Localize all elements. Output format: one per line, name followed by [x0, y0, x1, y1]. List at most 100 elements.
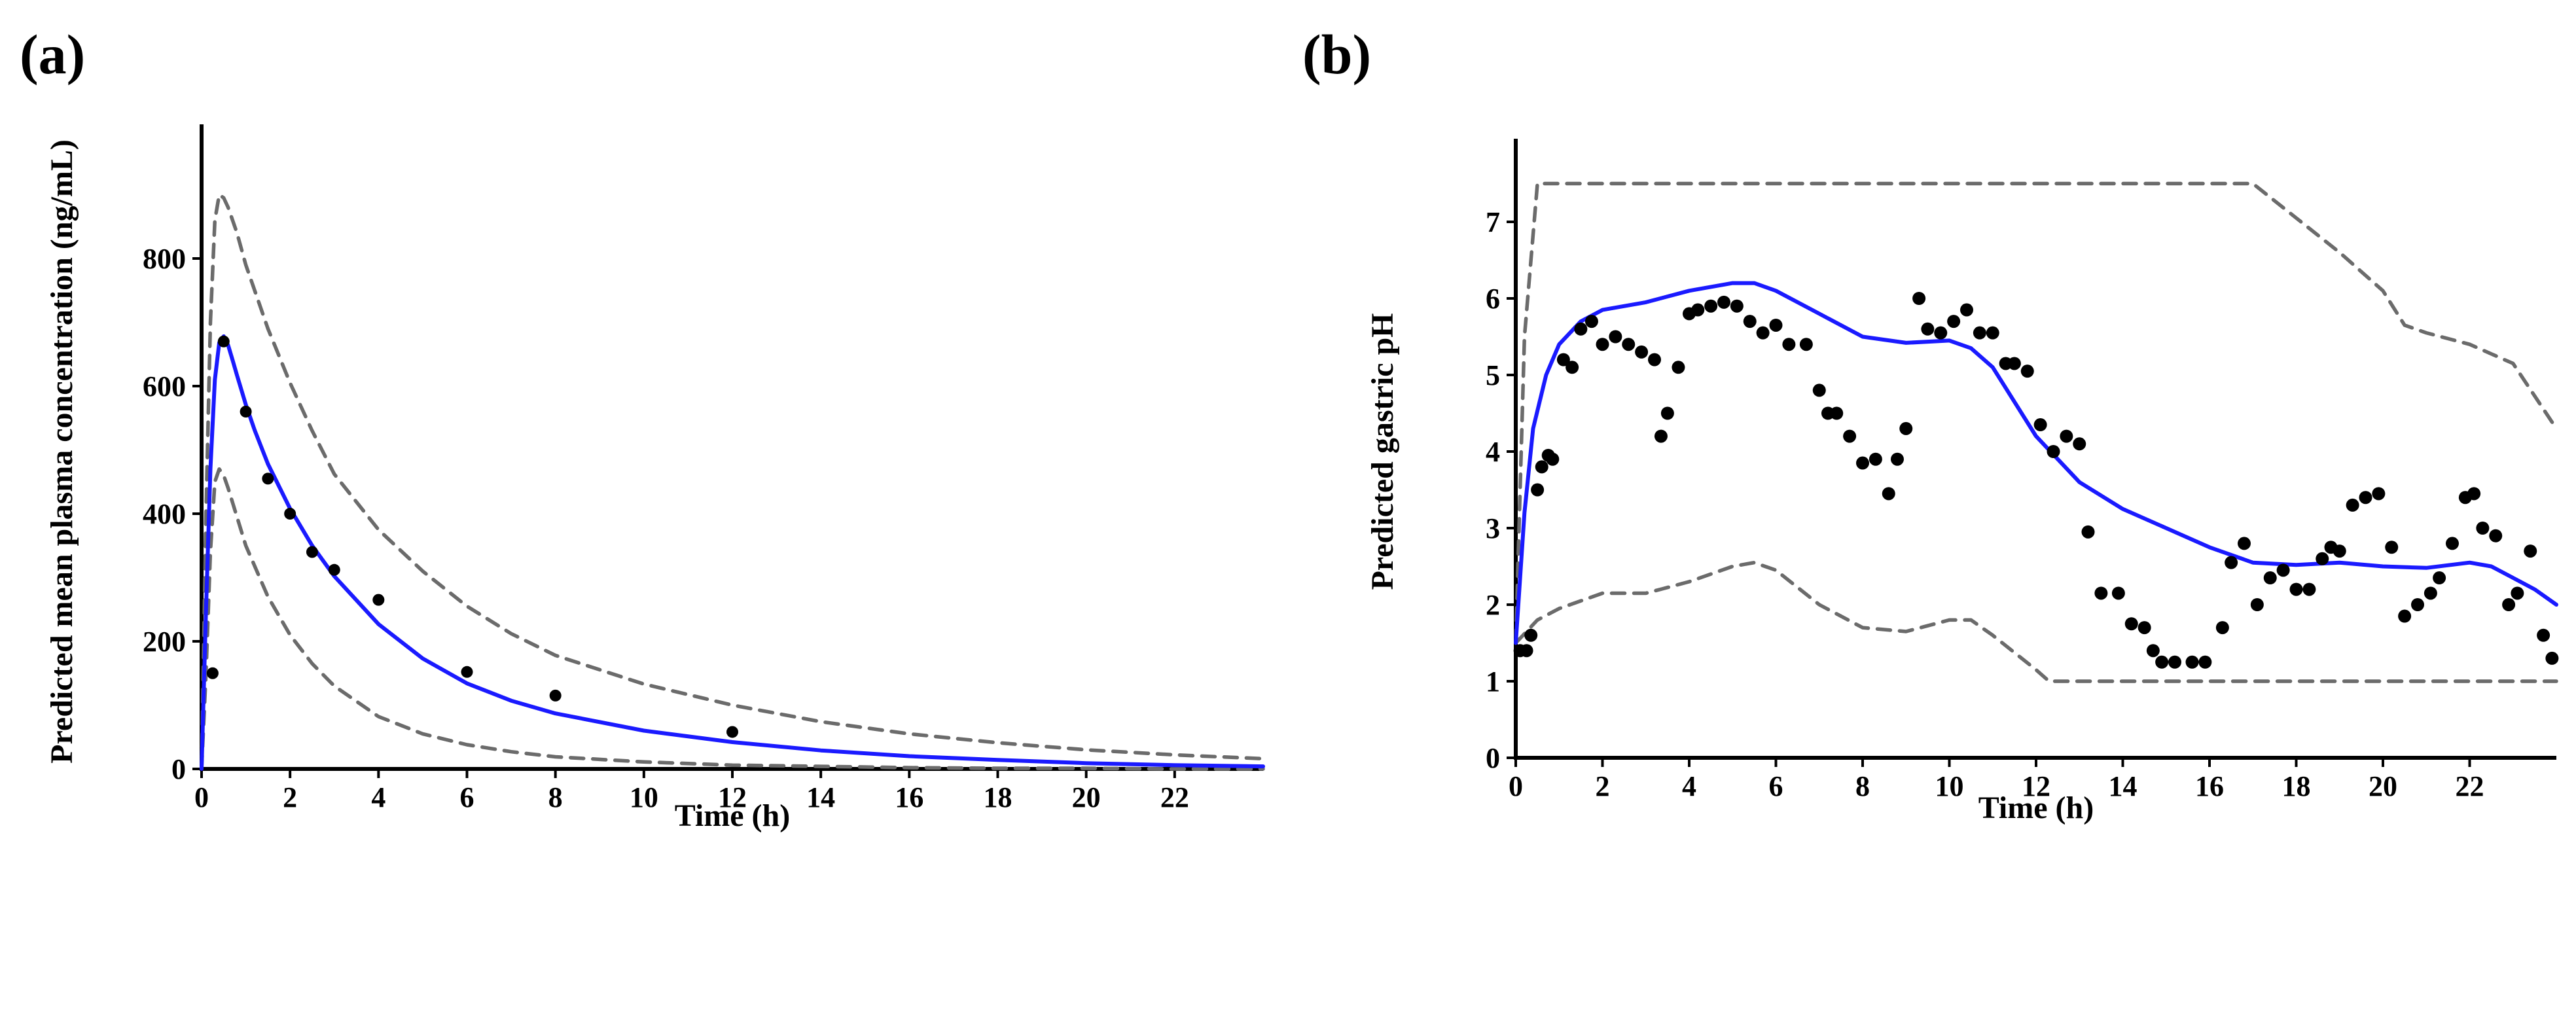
observed-point [2467, 487, 2481, 501]
lower-ci-line [200, 467, 1265, 771]
observed-point [2476, 522, 2490, 535]
observed-point [1609, 330, 1622, 344]
observed-point [1899, 421, 1913, 435]
observed-point [1546, 452, 1560, 466]
observed-point [2333, 544, 2346, 558]
upper-ci-line [1514, 181, 2558, 645]
x-tick-label: 2 [1596, 770, 1610, 802]
observed-point [1856, 456, 1869, 470]
observed-point [1535, 460, 1548, 474]
observed-point [2424, 586, 2437, 600]
x-tick-label: 12 [2022, 770, 2050, 802]
observed-point [2007, 357, 2021, 370]
y-tick-label: 7 [1486, 206, 1500, 238]
observed-point [217, 335, 230, 347]
observed-point [1584, 315, 1598, 329]
x-tick-label: 8 [1855, 770, 1870, 802]
x-tick-label: 22 [2456, 770, 2484, 802]
observed-point [2215, 621, 2229, 635]
x-tick-label: 12 [718, 781, 747, 813]
x-tick-label: 4 [1682, 770, 1696, 802]
observed-point [2502, 598, 2516, 611]
observed-point [2359, 491, 2372, 505]
x-tick-label: 10 [1935, 770, 1964, 802]
observed-point [2545, 651, 2559, 665]
observed-point [2446, 537, 2459, 550]
x-tick-label: 16 [895, 781, 923, 813]
observed-point [2372, 487, 2386, 501]
observed-point [2489, 529, 2503, 543]
y-tick-label: 200 [143, 626, 186, 658]
observed-point [2316, 552, 2329, 565]
x-tick-label: 16 [2195, 770, 2224, 802]
observed-point [2289, 582, 2303, 596]
observed-point [2060, 429, 2073, 443]
observed-point [1520, 644, 1533, 658]
panel-label: (b) [1302, 23, 1371, 86]
observed-point [284, 508, 296, 520]
observed-point [262, 472, 274, 485]
observed-point [1574, 322, 1588, 336]
observed-point [1869, 452, 1882, 466]
x-tick-label: 8 [548, 781, 563, 813]
observed-point [2020, 365, 2034, 378]
observed-point [1524, 628, 1538, 642]
y-tick-label: 2 [1486, 589, 1500, 621]
y-tick-label: 4 [1486, 436, 1500, 468]
x-tick-label: 18 [2282, 770, 2311, 802]
observed-point [372, 594, 385, 606]
observed-point [549, 689, 562, 702]
observed-point [461, 666, 473, 678]
observed-point [1960, 303, 1973, 317]
panel-a: (a) 0 2 4 6 8 10 12 14 16 18 20 22 0 200 400 600 800 Time … [20, 23, 1265, 833]
predicted-mean-line [1514, 281, 2558, 645]
observed-point [306, 546, 318, 558]
y-tick-label: 6 [1486, 283, 1500, 315]
x-tick-label: 0 [1509, 770, 1523, 802]
observed-point [206, 667, 219, 679]
x-tick-label: 6 [460, 781, 474, 813]
observed-point [2111, 586, 2125, 600]
observed-point [2168, 655, 2181, 669]
x-tick-label: 20 [1072, 781, 1101, 813]
upper-ci-line [200, 192, 1265, 771]
observed-point [1912, 292, 1926, 305]
observed-point [2263, 571, 2277, 585]
observed-point [1635, 345, 1649, 359]
observed-point [2047, 445, 2060, 458]
x-tick-label: 0 [194, 781, 209, 813]
observed-point [1769, 318, 1783, 332]
observed-point [2155, 655, 2169, 669]
y-tick-label: 400 [143, 498, 186, 530]
x-tick-label: 18 [984, 781, 1012, 813]
x-tick-label: 22 [1160, 781, 1189, 813]
x-tick-label: 20 [2369, 770, 2397, 802]
observed-point [2537, 628, 2550, 642]
observed-point [2276, 563, 2290, 577]
x-tick-label: 2 [283, 781, 297, 813]
y-tick-label: 0 [171, 753, 186, 785]
x-axis-title: Time (h) [675, 798, 790, 833]
observed-point [1565, 361, 1579, 374]
y-axis-title: Predicted mean plasma concentration (ng/… [45, 139, 79, 764]
observed-point [2411, 598, 2424, 611]
observed-point [240, 406, 252, 418]
observed-point [2185, 655, 2199, 669]
observed-point [1672, 361, 1685, 374]
observed-point [1891, 452, 1904, 466]
observed-point [1882, 487, 1895, 501]
y-axis-title: Predicted gastric pH [1365, 313, 1400, 590]
x-tick-label: 10 [630, 781, 658, 813]
y-tick-label: 600 [143, 370, 186, 402]
lower-ci-line [1514, 560, 2558, 683]
x-tick-label: 14 [806, 781, 835, 813]
observed-point [1648, 353, 1661, 366]
observed-point [2225, 556, 2238, 569]
x-axis-title: Time (h) [1978, 791, 2094, 825]
observed-point [1830, 406, 1844, 420]
observed-point [2524, 544, 2537, 558]
observed-point [1947, 315, 1961, 329]
observed-point [1704, 299, 1718, 313]
observed-point [1782, 338, 1796, 351]
